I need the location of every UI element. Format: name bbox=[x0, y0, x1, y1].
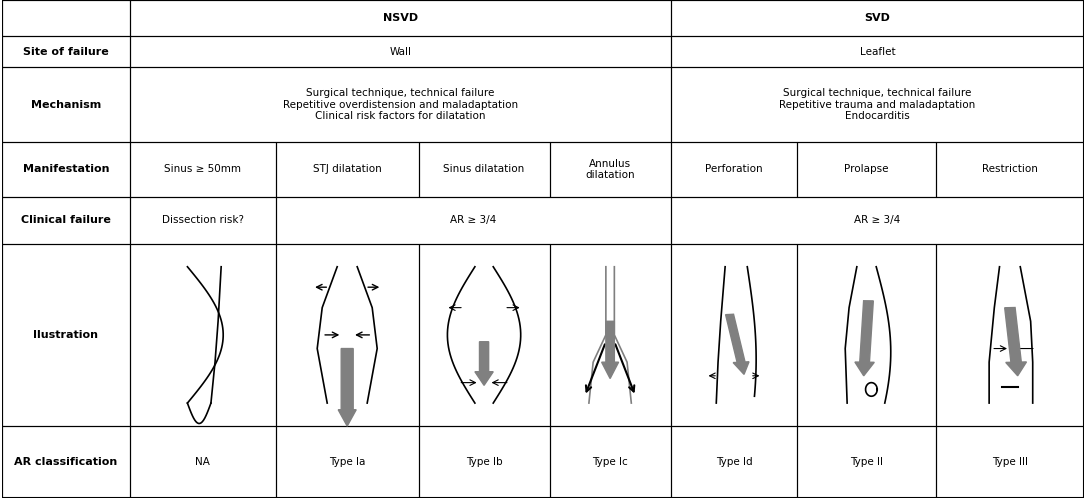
Text: STJ dilatation: STJ dilatation bbox=[313, 164, 382, 174]
Bar bbox=[2, 36, 130, 67]
Text: Restriction: Restriction bbox=[982, 164, 1037, 174]
Bar bbox=[418, 142, 550, 197]
Bar bbox=[550, 142, 671, 197]
Bar bbox=[130, 142, 275, 197]
Text: Perforation: Perforation bbox=[706, 164, 763, 174]
Bar bbox=[130, 197, 275, 244]
FancyArrow shape bbox=[602, 321, 619, 378]
FancyArrow shape bbox=[855, 301, 875, 376]
Bar bbox=[418, 244, 550, 426]
Bar bbox=[550, 244, 671, 426]
Bar bbox=[2, 142, 130, 197]
Text: Type II: Type II bbox=[850, 457, 883, 467]
Bar bbox=[671, 142, 798, 197]
Bar bbox=[935, 426, 1084, 498]
Text: Dissection risk?: Dissection risk? bbox=[162, 215, 244, 226]
Text: NSVD: NSVD bbox=[383, 13, 417, 23]
Bar bbox=[275, 426, 418, 498]
Bar bbox=[2, 244, 130, 426]
Bar bbox=[798, 426, 935, 498]
Text: AR ≥ 3/4: AR ≥ 3/4 bbox=[450, 215, 496, 226]
Bar bbox=[130, 244, 275, 426]
Bar bbox=[671, 426, 798, 498]
Text: Wall: Wall bbox=[389, 46, 411, 57]
Bar bbox=[130, 67, 671, 142]
Text: Surgical technique, technical failure
Repetitive trauma and maladaptation
Endoca: Surgical technique, technical failure Re… bbox=[779, 88, 976, 121]
Bar bbox=[2, 0, 130, 36]
FancyArrow shape bbox=[725, 314, 749, 374]
Text: Manifestation: Manifestation bbox=[23, 164, 109, 174]
Text: Annulus
dilatation: Annulus dilatation bbox=[585, 158, 635, 180]
Bar bbox=[2, 197, 130, 244]
Text: Site of failure: Site of failure bbox=[23, 46, 108, 57]
Bar bbox=[935, 142, 1084, 197]
Text: AR classification: AR classification bbox=[14, 457, 117, 467]
Bar bbox=[798, 142, 935, 197]
Text: Ilustration: Ilustration bbox=[34, 330, 99, 340]
Bar bbox=[671, 0, 1084, 36]
Text: Mechanism: Mechanism bbox=[30, 100, 101, 110]
Bar bbox=[418, 426, 550, 498]
Text: NA: NA bbox=[195, 457, 210, 467]
Text: Type Id: Type Id bbox=[715, 457, 752, 467]
Bar bbox=[130, 36, 671, 67]
Text: Type Ib: Type Ib bbox=[466, 457, 502, 467]
Bar bbox=[671, 244, 798, 426]
Text: Type Ic: Type Ic bbox=[592, 457, 628, 467]
Bar bbox=[275, 244, 418, 426]
FancyArrow shape bbox=[1005, 307, 1027, 376]
Bar bbox=[671, 197, 1084, 244]
FancyArrow shape bbox=[475, 342, 493, 385]
Text: Leaflet: Leaflet bbox=[860, 46, 895, 57]
Text: Sinus ≥ 50mm: Sinus ≥ 50mm bbox=[165, 164, 242, 174]
Bar bbox=[2, 426, 130, 498]
Bar bbox=[2, 67, 130, 142]
Bar bbox=[130, 0, 671, 36]
Bar bbox=[671, 67, 1084, 142]
Text: Surgical technique, technical failure
Repetitive overdistension and maladaptatio: Surgical technique, technical failure Re… bbox=[283, 88, 518, 121]
Text: Type III: Type III bbox=[992, 457, 1028, 467]
Bar bbox=[935, 244, 1084, 426]
Bar bbox=[275, 142, 418, 197]
FancyArrow shape bbox=[338, 349, 357, 426]
Bar bbox=[275, 197, 671, 244]
Bar bbox=[550, 426, 671, 498]
Text: AR ≥ 3/4: AR ≥ 3/4 bbox=[854, 215, 901, 226]
Text: Sinus dilatation: Sinus dilatation bbox=[443, 164, 525, 174]
Text: Clinical failure: Clinical failure bbox=[21, 215, 111, 226]
Bar bbox=[130, 426, 275, 498]
Bar bbox=[798, 244, 935, 426]
Text: Type Ia: Type Ia bbox=[330, 457, 365, 467]
Bar bbox=[671, 36, 1084, 67]
Text: Prolapse: Prolapse bbox=[844, 164, 889, 174]
Text: SVD: SVD bbox=[864, 13, 890, 23]
